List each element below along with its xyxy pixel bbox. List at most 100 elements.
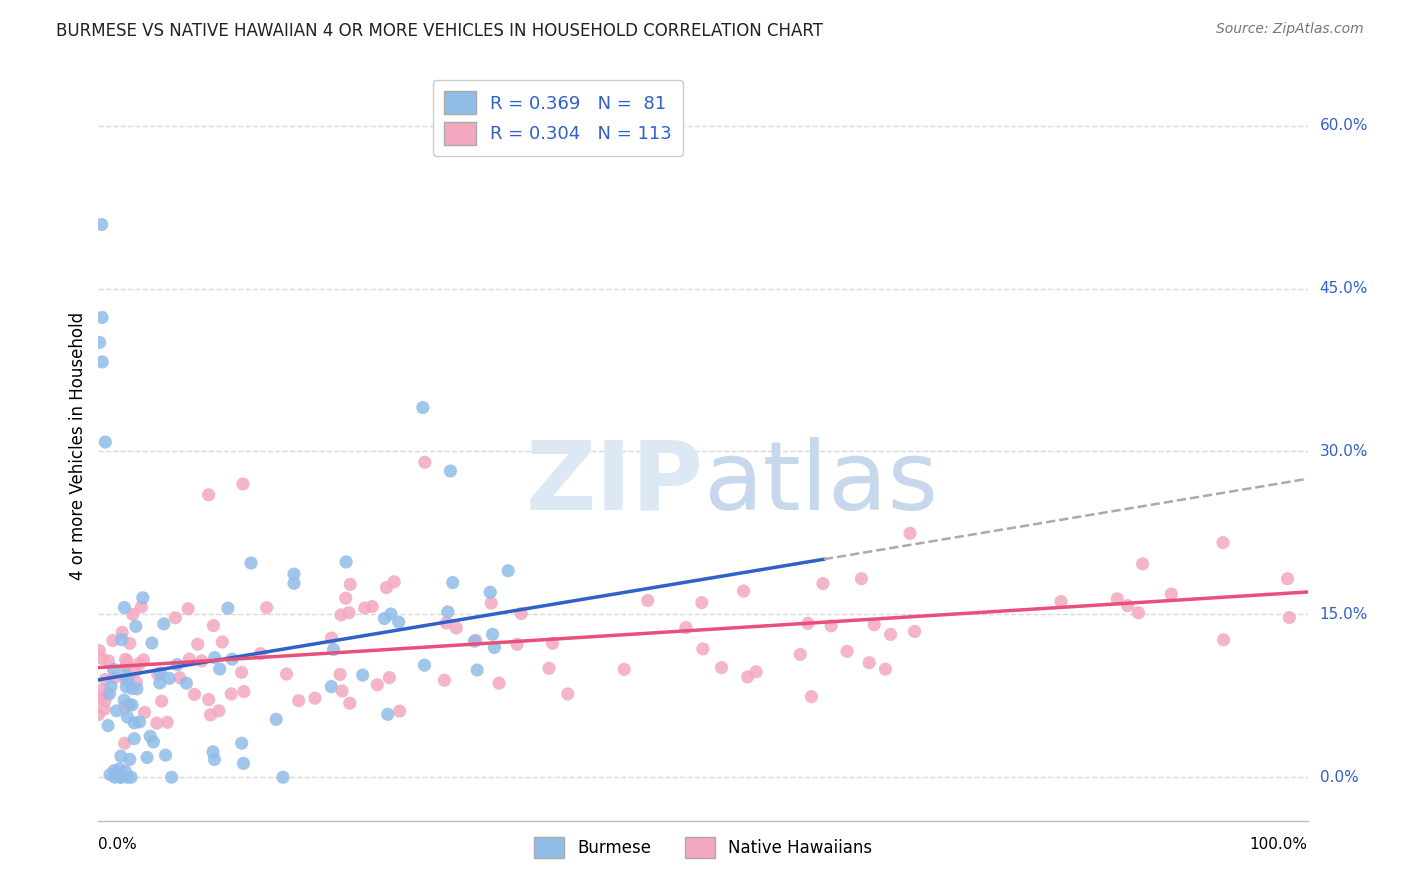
Point	[108, 762, 131, 776]
Point	[101, 633, 124, 648]
Point	[110, 632, 132, 647]
Point	[264, 712, 287, 726]
Point	[122, 731, 145, 746]
Point	[114, 673, 136, 687]
Point	[613, 662, 636, 676]
Point	[110, 770, 132, 784]
Point	[87, 707, 110, 722]
Point	[89, 692, 111, 706]
Point	[142, 735, 165, 749]
Point	[879, 627, 901, 641]
Point	[366, 678, 388, 692]
Point	[434, 615, 457, 630]
Point	[287, 693, 309, 707]
Point	[157, 671, 180, 685]
Point	[231, 736, 253, 750]
Point	[304, 691, 326, 706]
Point	[201, 745, 224, 759]
Point	[1212, 632, 1234, 647]
Point	[114, 652, 136, 666]
Point	[94, 673, 117, 687]
Point	[283, 567, 305, 582]
Point	[232, 756, 254, 771]
Point	[321, 631, 343, 645]
Point	[276, 667, 298, 681]
Point	[690, 596, 713, 610]
Point	[122, 715, 145, 730]
Point	[330, 684, 353, 698]
Point	[464, 633, 486, 648]
Point	[675, 621, 697, 635]
Point	[811, 576, 834, 591]
Point	[412, 401, 434, 415]
Point	[1132, 557, 1154, 571]
Point	[90, 683, 112, 698]
Point	[115, 659, 138, 673]
Point	[335, 591, 357, 606]
Point	[506, 637, 529, 651]
Point	[179, 652, 201, 666]
Point	[115, 658, 138, 673]
Point	[134, 706, 156, 720]
Point	[155, 748, 177, 763]
Point	[488, 676, 510, 690]
Point	[115, 654, 138, 668]
Point	[136, 750, 159, 764]
Point	[335, 555, 357, 569]
Point	[156, 715, 179, 730]
Point	[710, 661, 733, 675]
Point	[114, 764, 136, 779]
Point	[1050, 594, 1073, 608]
Point	[413, 658, 436, 673]
Point	[337, 606, 360, 620]
Text: BURMESE VS NATIVE HAWAIIAN 4 OR MORE VEHICLES IN HOUSEHOLD CORRELATION CHART: BURMESE VS NATIVE HAWAIIAN 4 OR MORE VEH…	[56, 22, 824, 40]
Point	[745, 665, 768, 679]
Point	[160, 770, 183, 784]
Point	[329, 667, 352, 681]
Point	[165, 611, 187, 625]
Point	[115, 680, 138, 694]
Text: 60.0%: 60.0%	[1320, 118, 1368, 133]
Point	[232, 477, 254, 491]
Point	[271, 770, 294, 784]
Point	[97, 654, 120, 668]
Point	[187, 637, 209, 651]
Point	[146, 716, 169, 731]
Point	[361, 599, 384, 614]
Point	[176, 676, 198, 690]
Point	[149, 676, 172, 690]
Point	[125, 681, 148, 696]
Point	[94, 688, 117, 702]
Point	[104, 770, 127, 784]
Point	[100, 680, 122, 694]
Point	[111, 625, 134, 640]
Text: 30.0%: 30.0%	[1320, 444, 1368, 458]
Point	[441, 575, 464, 590]
Point	[378, 671, 401, 685]
Point	[90, 218, 112, 232]
Point	[112, 600, 135, 615]
Text: 45.0%: 45.0%	[1320, 281, 1368, 296]
Point	[120, 770, 142, 784]
Point	[637, 593, 659, 607]
Point	[208, 704, 231, 718]
Point	[433, 673, 456, 688]
Point	[197, 692, 219, 706]
Point	[217, 601, 239, 615]
Point	[322, 642, 344, 657]
Point	[97, 718, 120, 732]
Point	[875, 662, 897, 676]
Point	[481, 627, 503, 641]
Point	[118, 698, 141, 712]
Point	[1160, 587, 1182, 601]
Point	[118, 636, 141, 650]
Point	[321, 680, 343, 694]
Point	[169, 671, 191, 685]
Point	[479, 596, 502, 610]
Point	[479, 585, 502, 599]
Point	[141, 636, 163, 650]
Point	[240, 556, 263, 570]
Point	[219, 687, 242, 701]
Point	[903, 624, 925, 639]
Point	[117, 770, 139, 784]
